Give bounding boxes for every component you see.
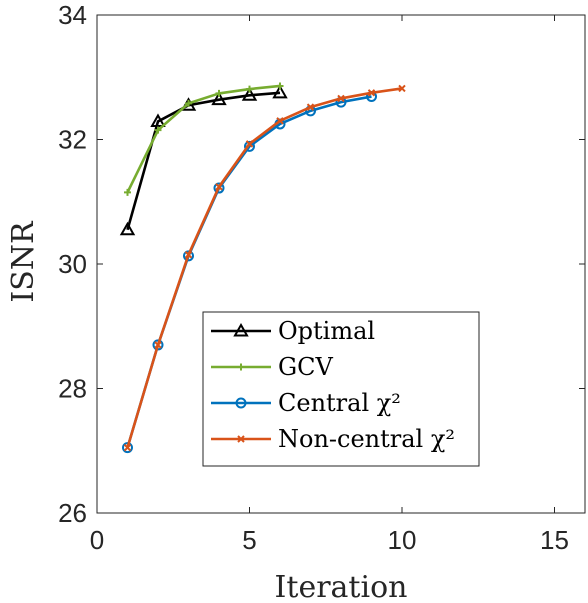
legend-entry-1: GCV: [211, 353, 334, 381]
y-tick-label-1: 28: [58, 374, 87, 404]
x-tick-label-2: 10: [388, 525, 417, 555]
data-point-2-3: [213, 182, 225, 194]
y-tick-label-0: 26: [58, 498, 87, 528]
data-point-1-4: [246, 85, 253, 93]
data-point-1-0: [124, 188, 131, 196]
legend-marker-2: [235, 397, 247, 409]
series-3: [123, 84, 406, 452]
data-point-2-4: [244, 140, 255, 152]
data-point-0-5: [272, 84, 288, 99]
x-tick-label-3: 15: [540, 525, 569, 555]
y-axis-title: ISNR: [6, 220, 41, 303]
legend-label-1: GCV: [278, 353, 334, 381]
y-tick-label-3: 32: [58, 125, 87, 155]
data-point-2-2: [183, 250, 194, 262]
data-point-0-3: [211, 91, 227, 106]
y-tick-label-2: 30: [58, 249, 87, 279]
data-point-3-0: [123, 443, 132, 452]
series-line-3: [126, 87, 403, 449]
data-point-3-8: [367, 89, 376, 97]
series-line-1: [126, 84, 281, 193]
legend-marker-3: [237, 435, 245, 443]
legend-marker-0: [233, 322, 249, 337]
series-1: [124, 82, 284, 196]
data-point-3-9: [398, 84, 406, 93]
series-layer: [119, 82, 406, 454]
legend: Optimal GCV Central χ² Non-central χ²: [202, 311, 480, 467]
data-point-1-1: [154, 126, 162, 134]
legend-label-2: Central χ²: [278, 389, 401, 417]
legend-entry-3: Non-central χ²: [211, 425, 455, 453]
legend-marker-1: [237, 363, 245, 371]
x-tick-label-0: 0: [90, 525, 104, 555]
data-point-3-2: [184, 250, 193, 259]
legend-label-3: Non-central χ²: [278, 425, 455, 453]
data-point-0-0: [119, 221, 136, 236]
data-point-3-1: [154, 341, 162, 349]
data-point-3-3: [215, 183, 223, 191]
series-0: [119, 84, 288, 236]
axes-layer: 0 5 10 15 26 28 30 32 34: [58, 0, 586, 555]
legend-label-0: Optimal: [278, 317, 375, 345]
x-axis-title: Iteration: [275, 570, 408, 603]
data-point-1-2: [185, 99, 192, 107]
legend-entry-2: Central χ²: [211, 389, 401, 417]
legend-box: [202, 311, 480, 467]
data-point-3-4: [245, 140, 254, 148]
data-point-0-1: [150, 113, 166, 127]
data-point-3-7: [337, 94, 345, 103]
y-tick-label-4: 34: [58, 0, 87, 30]
data-point-0-4: [241, 87, 258, 101]
x-tick-label-1: 5: [242, 525, 256, 555]
data-point-3-5: [276, 117, 284, 125]
data-point-3-6: [306, 103, 315, 111]
data-point-1-5: [276, 82, 284, 90]
series-line-0: [126, 91, 281, 231]
data-point-1-3: [215, 89, 223, 97]
legend-entry-0: Optimal: [211, 317, 375, 345]
